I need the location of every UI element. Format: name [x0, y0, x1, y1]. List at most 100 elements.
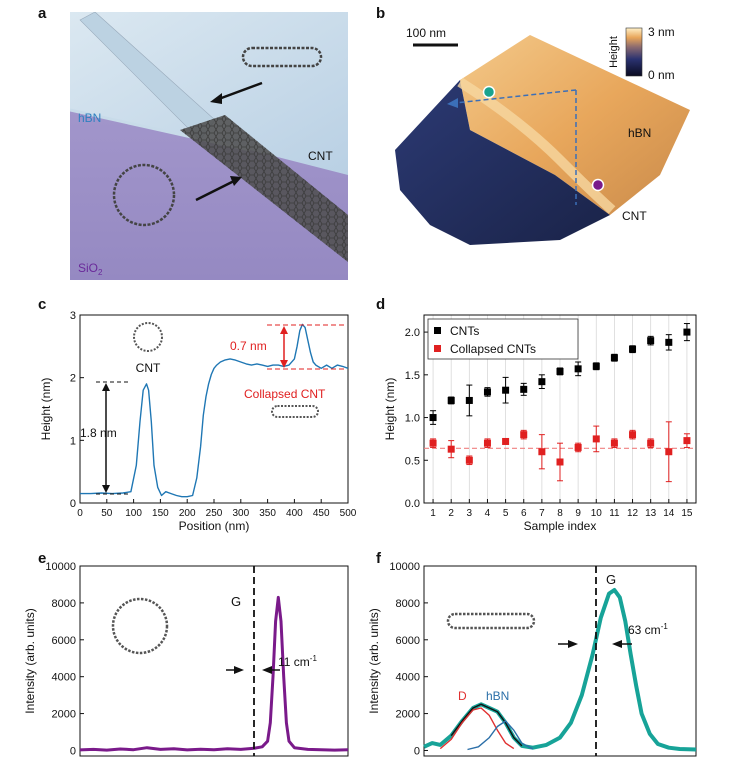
chart-d-xtick-label: 6	[521, 508, 527, 519]
chart-d-ytick-label: 0.0	[405, 498, 420, 510]
chart-d-xtick-label: 14	[663, 508, 675, 519]
chart-d-xlabel: Sample index	[524, 519, 597, 533]
chart-d-legend-label: Collapsed CNTs	[450, 342, 536, 356]
arrowhead-red-down-c	[280, 360, 288, 368]
chart-c-xtick-label: 200	[179, 508, 196, 519]
chart-d-point-cnt	[483, 388, 491, 396]
label-collapsed-cnt-c: Collapsed CNT	[244, 387, 326, 401]
chart-d-xtick-label: 11	[609, 508, 620, 519]
label-g-e: G	[231, 594, 241, 609]
chart-e-ytick-label: 4000	[52, 672, 76, 684]
chart-c-xtick-label: 100	[125, 508, 142, 519]
chart-c-xtick-label: 300	[232, 508, 249, 519]
panel-letter-b: b	[376, 5, 386, 22]
chart-f-ytick-label: 2000	[396, 709, 420, 721]
chart-c-ytick-label: 0	[70, 498, 76, 510]
chart-e-ytick-label: 6000	[52, 635, 76, 647]
colorbar-max: 3 nm	[648, 25, 675, 39]
chart-d-ylabel: Height (nm)	[383, 378, 397, 441]
chart-d-xtick-label: 10	[591, 508, 603, 519]
colorbar-min: 0 nm	[648, 68, 675, 82]
chart-d-point-cnt	[629, 345, 637, 353]
chart-d-legend-marker	[434, 327, 441, 334]
chart-c-ytick-label: 3	[70, 310, 76, 322]
chart-d-point-collapsed	[683, 437, 691, 445]
chart-c-xtick-label: 500	[340, 508, 357, 519]
chart-e-ylabel: Intensity (arb. units)	[23, 608, 37, 713]
panel-letter-f: f	[376, 550, 381, 567]
label-fwhm-f: 63 cm-1	[628, 622, 668, 637]
chart-f-series-line	[439, 707, 515, 750]
label-1-8nm: 1.8 nm	[80, 426, 117, 440]
chart-c-xtick-label: 400	[286, 508, 303, 519]
chart-d-ytick-label: 2.0	[405, 327, 420, 339]
chart-d-point-collapsed	[429, 439, 437, 447]
icon-flat-cnt-f	[446, 612, 536, 630]
chart-d-point-collapsed	[538, 448, 546, 456]
chart-d-point-cnt	[665, 338, 673, 346]
colorbar-title: Height	[608, 36, 620, 68]
chart-d-point-cnt	[538, 378, 546, 386]
chart-d-point-cnt	[647, 337, 655, 345]
icon-flat-cnt-c	[271, 405, 319, 418]
chart-d-point-collapsed	[665, 448, 673, 456]
chart-e-series-line	[79, 595, 349, 752]
arrowhead-red-up-c	[280, 326, 288, 334]
panel-letter-a: a	[38, 5, 47, 22]
chart-e-ytick-label: 0	[70, 745, 76, 757]
arrowhead-up-c	[102, 383, 110, 391]
chart-c-xlabel: Position (nm)	[179, 519, 250, 533]
chart-d-xtick-label: 7	[539, 508, 545, 519]
chart-d-point-collapsed	[556, 458, 564, 466]
chart-d-point-collapsed	[520, 431, 528, 439]
chart-d-point-collapsed	[465, 456, 473, 464]
chart-d-frame	[423, 314, 697, 504]
chart-d-point-cnt	[465, 396, 473, 404]
arrow-left-f	[568, 640, 578, 648]
chart-d-point-cnt	[556, 367, 564, 375]
scalebar-label: 100 nm	[406, 26, 446, 40]
panel-letter-c: c	[38, 296, 47, 313]
chart-c-xtick-label: 0	[77, 508, 83, 519]
chart-c-xtick-label: 50	[101, 508, 113, 519]
chart-d-point-cnt	[683, 328, 691, 336]
chart-d-point-collapsed	[483, 439, 491, 447]
chart-e-ytick-label: 10000	[45, 561, 76, 573]
chart-d-xtick-label: 15	[681, 508, 693, 519]
chart-d-legend-label: CNTs	[450, 324, 479, 338]
chart-c-xtick-label: 350	[259, 508, 276, 519]
chart-d-ytick-label: 1.5	[405, 370, 420, 382]
chart-d-xtick-label: 1	[430, 508, 436, 519]
chart-d-xtick-label: 9	[575, 508, 581, 519]
chart-d-point-cnt	[574, 365, 582, 373]
chart-e-ytick-label: 8000	[52, 598, 76, 610]
label-d-f: D	[458, 689, 467, 703]
chart-c-series-line	[80, 323, 349, 498]
panel-letter-e: e	[38, 550, 47, 567]
arrow-right-e	[262, 666, 272, 674]
chart-f-ytick-label: 8000	[396, 598, 420, 610]
icon-round-cnt-e	[111, 597, 169, 655]
chart-c-xtick-label: 250	[206, 508, 223, 519]
chart-f-series-line	[450, 703, 523, 747]
label-cnt-b: CNT	[622, 209, 647, 223]
chart-d-legend	[427, 318, 579, 360]
label-0-7nm: 0.7 nm	[230, 339, 267, 353]
label-sio2: SiO2	[78, 261, 103, 277]
chart-e-frame	[79, 565, 349, 757]
chart-d-ytick-label: 0.5	[405, 455, 420, 467]
chart-d-point-cnt	[592, 362, 600, 370]
chart-d-legend-marker	[434, 345, 441, 352]
chart-d-point-collapsed	[629, 431, 637, 439]
chart-d-point-cnt	[502, 386, 510, 394]
chart-d-point-collapsed	[502, 437, 510, 445]
chart-c-ytick-label: 2	[70, 373, 76, 385]
chart-d-point-collapsed	[610, 439, 618, 447]
chart-f-ytick-label: 10000	[389, 561, 420, 573]
chart-d-xtick-label: 4	[485, 508, 491, 519]
label-cnt-a: CNT	[308, 149, 333, 163]
chart-f-frame	[423, 565, 697, 757]
label-fwhm-e: 11 cm-1	[278, 654, 317, 669]
chart-f-ytick-label: 4000	[396, 672, 420, 684]
chart-c-frame	[79, 314, 349, 504]
